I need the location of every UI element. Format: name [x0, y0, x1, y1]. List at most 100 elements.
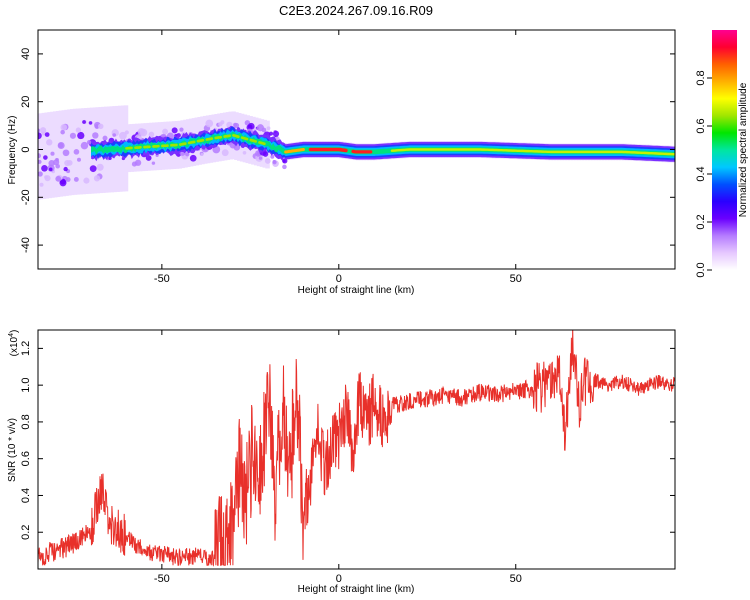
spectrogram-scatter-blob — [124, 130, 129, 135]
spectrogram-ridge-highlight — [308, 147, 348, 153]
colorbar-tick-label: 0.6 — [695, 118, 707, 133]
spectrogram-halo-cell — [86, 107, 92, 194]
spectrogram-halo-cell — [44, 112, 49, 199]
spectrogram-ridge-highlight — [351, 149, 373, 154]
spectrogram-y-tick-label: 40 — [20, 48, 32, 60]
spectrogram-scatter-blob — [46, 139, 53, 146]
spectrogram-x-ticks: -50 0 50 — [154, 30, 522, 285]
snr-y-tick-label: 0.2 — [20, 525, 32, 540]
spectrogram-scatter-blob — [264, 158, 271, 164]
spectrogram-scatter-blob — [38, 153, 41, 159]
spectrogram-scatter-blob — [38, 128, 41, 133]
spectrogram-halo-cell — [58, 110, 64, 197]
snr-y-tick-label: 0.6 — [20, 451, 32, 466]
snr-y-axis-title: SNR (10 * v/v) — [7, 418, 18, 482]
spectrogram-scatter-blob — [50, 151, 55, 156]
snr-y-tick-label: 1.0 — [20, 378, 32, 393]
spectrogram-scatter-blob — [189, 154, 197, 162]
spectrogram-x-axis-title: Height of straight line (km) — [298, 285, 415, 296]
spectrogram-halo-cell — [78, 108, 83, 195]
spectrogram-scatter-blob — [258, 156, 263, 160]
spectrogram-scatter-blob — [48, 167, 53, 172]
spectrogram-scatter-blob — [89, 165, 97, 173]
spectrogram-x-tick-label: 0 — [336, 273, 342, 285]
spectrogram-halo-cell — [47, 112, 52, 199]
spectrogram-scatter-blob — [92, 132, 99, 139]
snr-y-multiplier-base: (x10 — [9, 336, 20, 356]
spectrogram-scatter-blob — [39, 127, 47, 134]
spectrogram-scatter-blob — [205, 119, 214, 128]
spectrogram-scatter-blob — [266, 126, 271, 131]
spectrogram-ridge-highlight — [390, 148, 675, 156]
spectrogram-scatter-blob — [86, 140, 92, 145]
spectrogram-scatter-blob — [60, 124, 68, 131]
snr-y-tick-label: 0.8 — [20, 414, 32, 429]
spectrogram-scatter-blob — [233, 122, 240, 129]
snr-y-multiplier-exp: 4 — [8, 333, 15, 337]
snr-x-axis-title: Height of straight line (km) — [298, 584, 415, 595]
spectrogram-scatter-blob — [73, 149, 80, 155]
spectrogram-panel: -50 0 50 -40 -20 0 20 40 Height of straight li… — [7, 29, 676, 296]
colorbar-tick-label: 0.0 — [695, 262, 707, 277]
figure-title: C2E3.2024.267.09.16.R09 — [279, 3, 433, 18]
spectrogram-halo-cell — [84, 108, 89, 195]
colorbar-tick-label: 0.2 — [695, 214, 707, 229]
snr-panel: -50 0 50 0.2 0.4 0.6 0.8 1.0 1.2 Height of stra… — [7, 329, 676, 595]
snr-x-ticks: -50 0 50 — [154, 330, 522, 585]
snr-y-multiplier: (x104) — [8, 330, 20, 357]
spectrogram-scatter-blob — [88, 121, 93, 125]
snr-plot-area — [38, 330, 675, 569]
spectrogram-scatter-blob — [108, 156, 112, 160]
spectrogram-scatter-blob — [270, 154, 275, 159]
spectrogram-scatter-blob — [55, 163, 60, 169]
colorbar: 0.0 0.2 0.4 0.6 0.8 Normalized spectral ampl… — [695, 30, 749, 278]
snr-frame — [37, 329, 676, 570]
spectrogram-x-tick-label: -50 — [154, 273, 170, 285]
spectrogram-scatter-blob — [60, 129, 65, 135]
spectrogram-scatter-blob — [269, 131, 274, 136]
spectrogram-scatter-blob — [64, 159, 71, 167]
spectrogram-ridge-highlight — [284, 147, 305, 154]
spectrogram-scatter-blob — [233, 143, 241, 151]
spectrogram-scatter-blob — [134, 159, 142, 166]
spectrogram-scatter-blob — [62, 149, 70, 157]
snr-y-tick-label: 0.4 — [20, 488, 32, 503]
spectrogram-scatter-blob — [247, 122, 255, 130]
spectrogram-halo-cell — [67, 109, 72, 196]
spectrogram-scatter-blob — [256, 124, 264, 132]
spectrogram-scatter-blob — [119, 131, 127, 140]
spectrogram-scatter-blob — [96, 163, 104, 171]
snr-series-line — [38, 330, 675, 567]
spectrogram-scatter-blob — [38, 171, 43, 177]
spectrogram-scatter-blob — [69, 132, 77, 139]
spectrogram-scatter-blob — [97, 123, 104, 130]
spectrogram-halo-cell — [52, 111, 58, 198]
spectrogram-scatter-blob — [139, 128, 148, 137]
spectrogram-scatter-blob — [58, 142, 64, 148]
spectrogram-halo-cell — [55, 110, 61, 198]
spectrogram-scatter-blob — [43, 155, 48, 160]
spectrogram-y-tick-label: 0 — [20, 146, 32, 152]
spectrogram-scatter-blob — [242, 150, 247, 155]
colorbar-tick-label: 0.4 — [695, 166, 707, 181]
snr-y-ticks: 0.2 0.4 0.6 0.8 1.0 1.2 — [20, 341, 675, 540]
spectrogram-scatter-blob — [220, 120, 225, 125]
spectrogram-scatter-blob — [82, 120, 86, 124]
snr-x-tick-label: 50 — [510, 573, 522, 585]
spectrogram-content — [38, 105, 675, 200]
spectrogram-scatter-blob — [80, 141, 89, 150]
spectrogram-halo-cell — [81, 108, 86, 195]
spectrogram-y-tick-label: -20 — [20, 189, 32, 205]
spectrogram-scatter-blob — [63, 166, 68, 172]
spectrogram-scatter-blob — [282, 159, 286, 163]
spectrogram-scatter-blob — [39, 182, 44, 187]
spectrogram-scatter-blob — [53, 159, 60, 166]
spectrogram-scatter-blob — [44, 175, 51, 182]
spectrogram-scatter-blob — [272, 130, 280, 137]
spectrogram-scatter-blob — [200, 152, 204, 156]
spectrogram-scatter-blob — [93, 175, 101, 182]
spectrogram-scatter-blob — [65, 177, 71, 182]
spectrogram-scatter-blob — [179, 127, 184, 132]
spectrogram-scatter-blob — [73, 177, 79, 182]
